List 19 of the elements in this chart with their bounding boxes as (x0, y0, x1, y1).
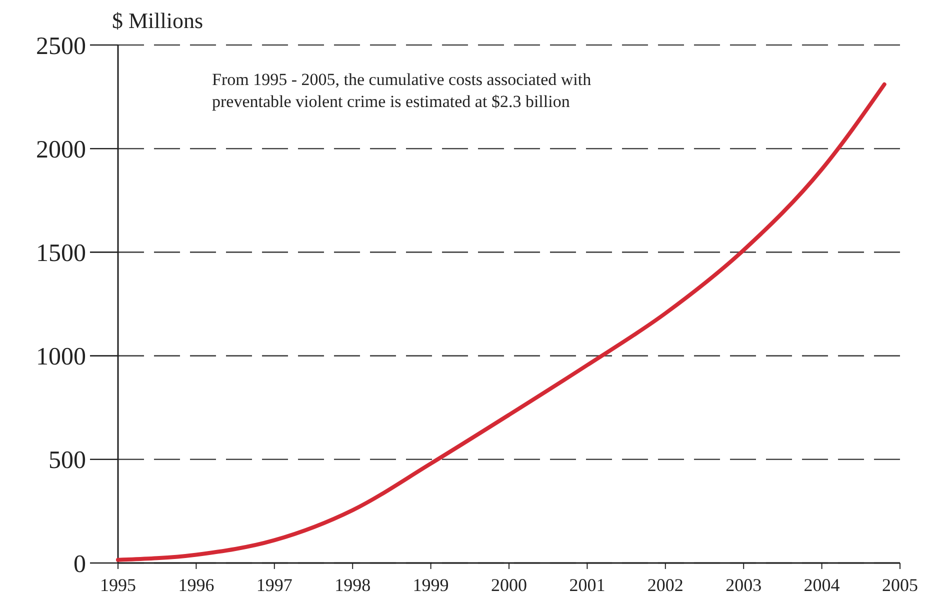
x-tick-label: 1995 (100, 575, 136, 595)
x-tick-label: 1999 (412, 575, 449, 595)
y-tick-label: 2000 (36, 136, 86, 164)
y-tick-label: 2500 (36, 32, 86, 60)
x-tick-label: 1996 (178, 575, 214, 595)
x-tick-label: 2002 (647, 575, 684, 595)
x-tick-label: 2005 (882, 575, 918, 595)
annotation: From 1995 - 2005, the cumulative costs associated with preventable violent crime is estimated at $2.3 billion (212, 70, 592, 111)
y-tick-label: 0 (74, 550, 86, 578)
y-tick-label: 500 (48, 447, 86, 474)
x-tick-label: 2001 (569, 575, 606, 595)
x-tick-label: 1997 (256, 575, 292, 595)
x-tick-label: 2000 (491, 575, 527, 595)
y-axis-title: $ Millions (112, 8, 204, 33)
y-tick-label: 1000 (36, 344, 86, 371)
x-tick-label: 2003 (726, 575, 762, 595)
x-tick-label: 1998 (334, 575, 371, 595)
y-tick-label: 1500 (36, 240, 86, 267)
x-tick-label: 2004 (804, 575, 840, 595)
